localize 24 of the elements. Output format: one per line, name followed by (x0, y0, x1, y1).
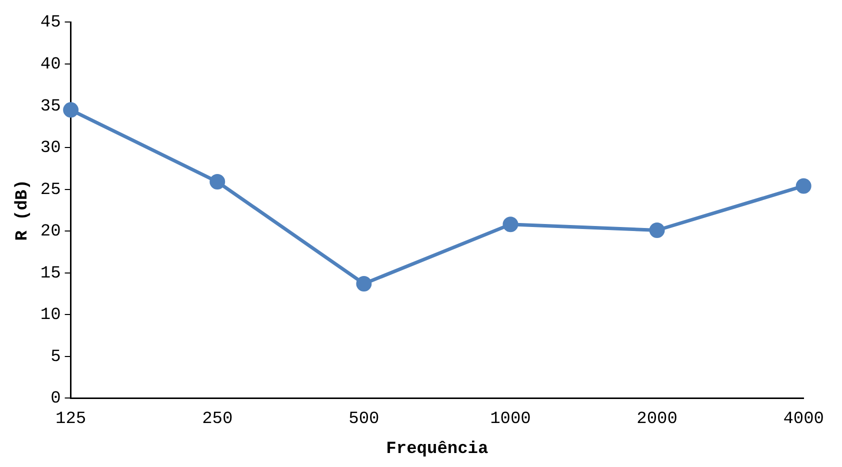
point (796, 178, 812, 194)
y-tick-label: 45 (40, 14, 61, 33)
point (649, 222, 665, 238)
y-tick-label: 20 (40, 222, 61, 242)
x-tick-label: 500 (348, 410, 380, 429)
y-tick-label: 30 (40, 139, 61, 158)
y-tick-label: 5 (50, 348, 61, 367)
x-tick-label: 125 (56, 410, 86, 429)
y-tick-label: 0 (50, 390, 61, 409)
point (63, 102, 79, 118)
point (502, 216, 518, 232)
x-tick-label: 4000 (783, 410, 824, 429)
y-tick-label: 10 (40, 306, 61, 326)
x-tick-label: 2000 (636, 410, 678, 429)
point (210, 174, 226, 190)
y-tick-label: 15 (40, 264, 61, 284)
point (356, 276, 372, 292)
y-tick-label: 25 (40, 180, 61, 200)
y-tick-label: 35 (40, 97, 61, 116)
x-tick-label: 250 (202, 410, 233, 429)
x-tick-label: 1000 (490, 410, 531, 429)
y-tick-label: 40 (40, 55, 61, 74)
y-axis-title: R (dB) (13, 180, 32, 241)
x-axis-title: Frequência (386, 440, 488, 460)
